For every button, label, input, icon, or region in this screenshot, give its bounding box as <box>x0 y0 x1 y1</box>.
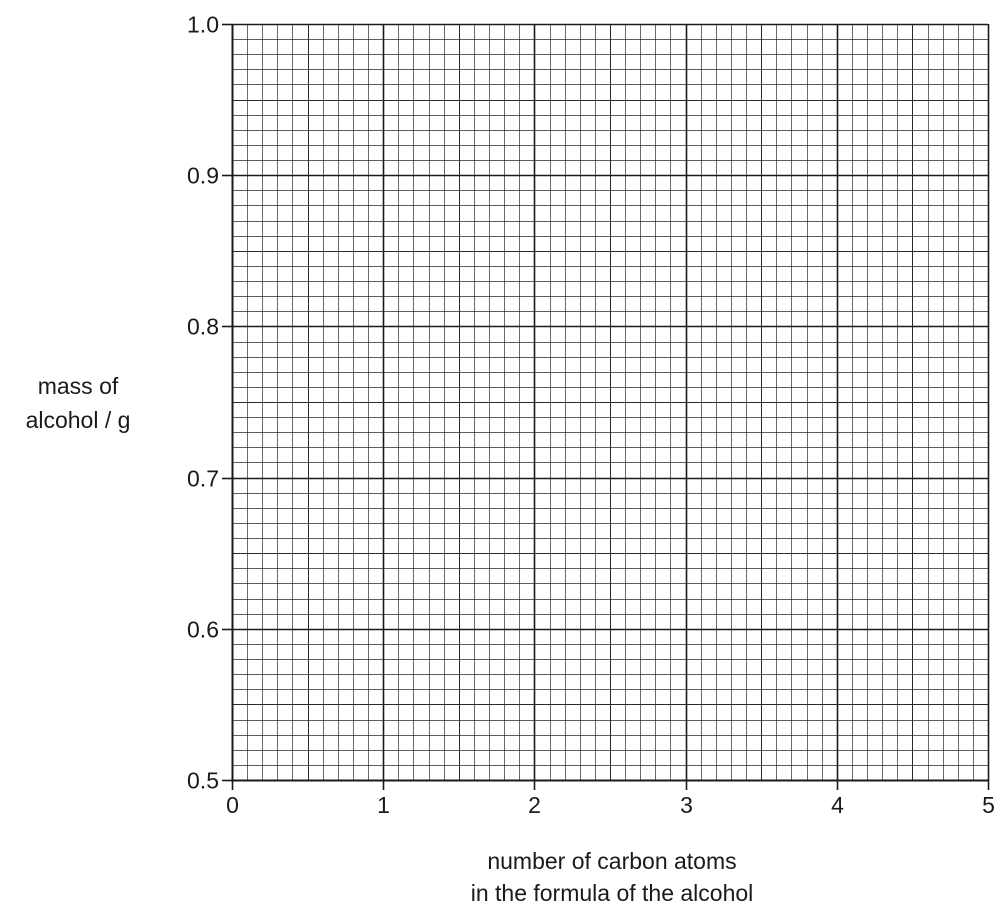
y-axis-label-line-2: alcohol / g <box>26 407 131 433</box>
x-axis-label-line-2: in the formula of the alcohol <box>471 880 754 906</box>
y-tick-label: 0.6 <box>187 617 219 643</box>
x-tick-label: 2 <box>528 792 541 818</box>
y-tick-label: 0.9 <box>187 163 219 189</box>
grid <box>231 23 990 782</box>
tick-labels: 0 1 2 3 4 5 0.5 0.6 0.7 0.8 0.9 1.0 <box>187 12 995 819</box>
y-tick-label: 0.8 <box>187 314 219 340</box>
x-axis-label-line-1: number of carbon atoms <box>487 848 736 874</box>
x-tick-label: 0 <box>226 792 239 818</box>
x-tick-label: 3 <box>680 792 693 818</box>
y-tick-label: 0.5 <box>187 768 219 794</box>
y-tick-label: 1.0 <box>187 12 219 38</box>
x-tick-label: 5 <box>982 792 995 818</box>
x-tick-label: 4 <box>831 792 844 818</box>
axes <box>222 23 990 790</box>
y-axis-label-line-1: mass of <box>38 373 119 399</box>
x-tick-label: 1 <box>377 792 390 818</box>
y-tick-label: 0.7 <box>187 466 219 492</box>
